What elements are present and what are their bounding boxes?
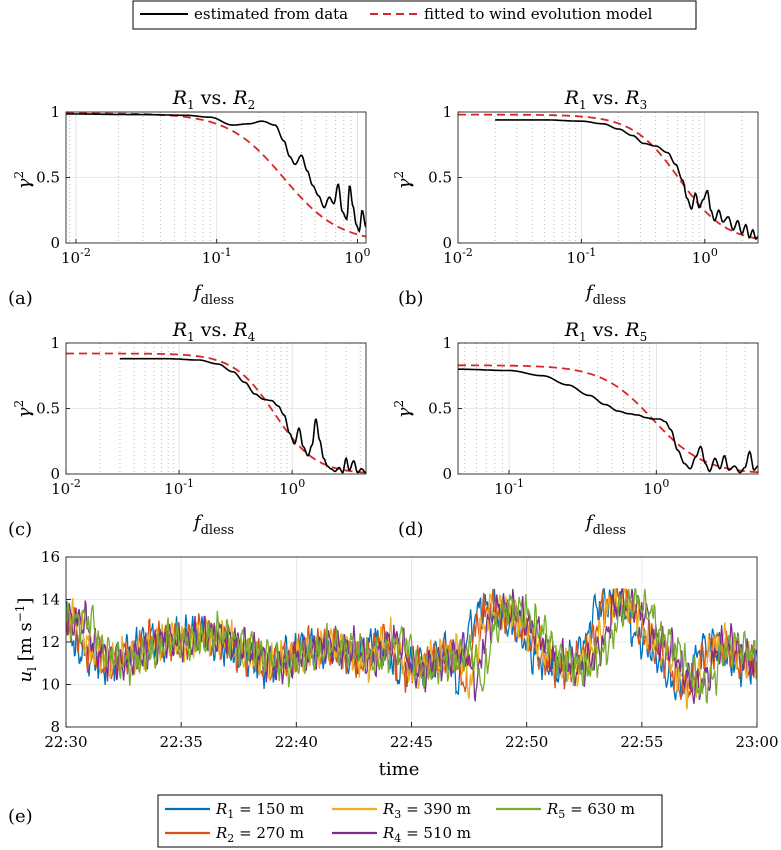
legend-label: R1 = 150 m <box>215 800 304 821</box>
fitted-model-curve <box>458 113 758 240</box>
legend-entry-r3: R3 = 390 m <box>332 800 471 821</box>
grid <box>457 111 758 244</box>
x-axis-label: time <box>379 759 420 780</box>
y-tick-label: 1 <box>50 103 60 121</box>
panel-label: (d) <box>398 519 424 540</box>
x-axis-label: fdless <box>584 282 626 308</box>
x-tick-label: 100 <box>279 477 305 498</box>
y-tick-label: 16 <box>41 548 60 566</box>
x-axis-label: fdless <box>192 282 234 308</box>
legend-label: R4 = 510 m <box>382 824 471 845</box>
estimated-coherence-curve <box>495 119 758 241</box>
legend-entry-r2: R2 = 270 m <box>165 824 304 845</box>
y-tick-label: 1 <box>442 103 452 121</box>
panel-label: (b) <box>398 288 424 309</box>
estimated-coherence-curve <box>458 368 758 474</box>
y-tick-label: 0 <box>50 465 60 483</box>
panel-title: R1 vs. R5 <box>564 319 648 344</box>
x-tick-label: 10-2 <box>61 246 91 267</box>
bottom-legend: R1 = 150 m R3 = 390 m R5 = 630 m R2 = 27… <box>157 794 663 848</box>
coherence-panel-d: R1 vs. R5 γ2 fdless (d) 10-1 100 0 0.5 1 <box>392 319 759 540</box>
x-tick-label: 100 <box>344 246 370 267</box>
legend-fitted-label: fitted to wind evolution model <box>424 5 653 23</box>
coherence-panel-b: R1 vs. R3 γ2 fdless (b) 10-2 10-1 100 0 0.5 1 <box>392 87 759 309</box>
estimated-coherence-curve <box>119 357 366 474</box>
legend-entry-r4: R4 = 510 m <box>332 824 471 845</box>
coherence-panel-c: R1 vs. R4 γ2 fdless (c) 10-2 10-1 100 0 0.5 1 <box>8 319 367 540</box>
x-tick-label: 22:40 <box>275 733 318 751</box>
fitted-model-curve <box>66 352 366 474</box>
fitted-model-curve <box>66 112 366 238</box>
y-tick-label: 1 <box>442 334 452 352</box>
top-legend: estimated from data fitted to wind evolu… <box>132 0 697 30</box>
x-tick-label: 22:55 <box>620 733 663 751</box>
x-tick-label: 10-1 <box>202 246 232 267</box>
y-tick-label: 0.5 <box>428 400 452 418</box>
coherence-panel-a: R1 vs. R2 γ2 fdless (a) 10-2 10-1 100 0 0.5 1 <box>8 87 371 309</box>
x-tick-label: 22:50 <box>505 733 548 751</box>
estimated-coherence-curve <box>66 113 366 234</box>
panel-label: (a) <box>8 288 33 309</box>
x-tick-label: 100 <box>692 246 718 267</box>
y-axis-label: γ2 <box>12 171 35 189</box>
y-tick-label: 0 <box>442 465 452 483</box>
y-tick-label: 14 <box>41 591 60 609</box>
fitted-model-curve <box>458 364 758 474</box>
x-tick-label: 10-1 <box>566 246 596 267</box>
x-tick-label: 10-1 <box>494 477 524 498</box>
y-axis-label: ul [m s−1] <box>13 598 39 683</box>
y-tick-label: 0.5 <box>36 169 60 187</box>
y-axis-label: γ2 <box>392 171 415 189</box>
y-tick-label: 1 <box>50 334 60 352</box>
y-tick-label: 0 <box>50 234 60 252</box>
y-axis-label: γ2 <box>392 400 415 418</box>
wind-speed-panel-e: ul [m s−1] time (e) 22:30 22:35 22:40 22:45… <box>8 548 779 827</box>
y-tick-label: 8 <box>50 718 60 736</box>
y-axis-label: γ2 <box>12 400 35 418</box>
panel-label: (e) <box>8 806 33 827</box>
y-tick-label: 10 <box>41 676 60 694</box>
legend-entry-r1: R1 = 150 m <box>165 800 304 821</box>
x-tick-label: 22:45 <box>390 733 433 751</box>
panel-label: (c) <box>8 519 32 540</box>
x-tick-label: 22:35 <box>160 733 203 751</box>
grid <box>458 342 758 475</box>
x-tick-label: 10-2 <box>51 477 81 498</box>
y-tick-label: 0.5 <box>36 400 60 418</box>
wind-speed-series-r5 <box>66 588 757 704</box>
panel-title: R1 vs. R3 <box>564 87 648 112</box>
legend-entry-r5: R5 = 630 m <box>496 800 635 821</box>
panel-title: R1 vs. R4 <box>172 319 256 344</box>
wind-speed-series-r3 <box>66 588 757 710</box>
legend-label: R3 = 390 m <box>382 800 471 821</box>
panel-title: R1 vs. R2 <box>172 87 256 112</box>
legend-estimated-label: estimated from data <box>194 5 348 23</box>
y-tick-label: 0 <box>442 234 452 252</box>
y-tick-label: 0.5 <box>428 169 452 187</box>
legend-label: R5 = 630 m <box>546 800 635 821</box>
x-tick-label: 22:30 <box>44 733 87 751</box>
x-tick-label: 10-1 <box>164 477 194 498</box>
grid <box>65 342 366 475</box>
x-tick-label: 23:00 <box>735 733 778 751</box>
y-tick-label: 12 <box>41 633 60 651</box>
x-tick-label: 100 <box>643 477 669 498</box>
grid <box>66 111 366 244</box>
x-tick-label: 10-2 <box>443 246 473 267</box>
x-axis-label: fdless <box>192 512 234 538</box>
legend-label: R2 = 270 m <box>215 824 304 845</box>
x-axis-label: fdless <box>584 512 626 538</box>
